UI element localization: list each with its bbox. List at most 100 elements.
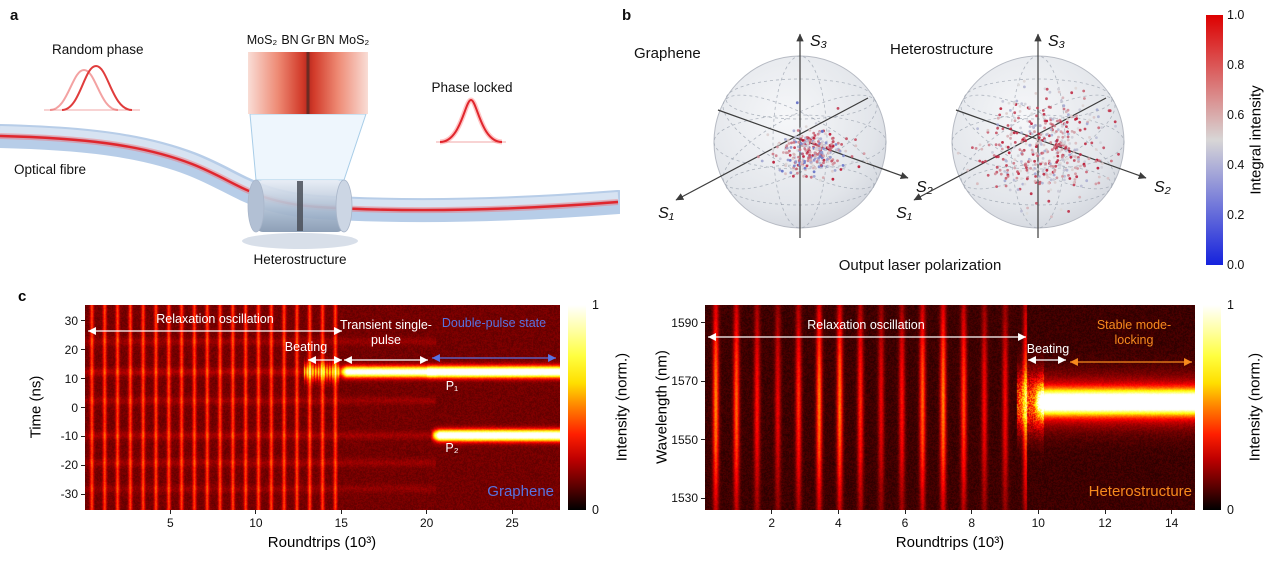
polarization-point xyxy=(1073,131,1076,134)
polarization-point xyxy=(817,156,821,160)
y-tick-label: 10 xyxy=(64,371,78,386)
polarization-point xyxy=(1039,162,1042,166)
polarization-point xyxy=(1061,154,1064,157)
polarization-point xyxy=(1045,173,1049,177)
polarization-point xyxy=(1041,109,1045,112)
tick-mark xyxy=(701,439,705,441)
polarization-point xyxy=(1023,85,1026,89)
polarization-point xyxy=(1073,155,1077,158)
y-tick-label: 1530 xyxy=(671,491,698,506)
polarization-point xyxy=(1035,114,1038,118)
polarization-point xyxy=(814,166,817,170)
polarization-point xyxy=(1041,181,1044,185)
tick-mark xyxy=(904,510,906,514)
polarization-point xyxy=(1015,131,1019,135)
polarization-point xyxy=(1062,169,1066,172)
polarization-point xyxy=(1007,151,1011,155)
panel-c-label: c xyxy=(18,288,27,305)
polarization-point xyxy=(795,167,798,171)
polarization-point xyxy=(1042,112,1046,116)
polarization-point xyxy=(1072,159,1076,162)
polarization-point xyxy=(1055,139,1059,143)
polarization-point xyxy=(1047,105,1051,109)
polarization-point xyxy=(1013,158,1017,161)
polarization-point xyxy=(766,133,770,137)
polarization-point xyxy=(1058,150,1062,153)
polarization-point xyxy=(1097,115,1100,119)
polarization-point xyxy=(836,107,840,110)
polarization-point xyxy=(1100,126,1104,129)
polarization-point xyxy=(808,128,812,132)
polarization-point xyxy=(1048,134,1051,138)
polarization-point xyxy=(1045,97,1048,101)
polarization-point xyxy=(784,138,787,141)
polarization-point xyxy=(995,165,999,169)
polarization-point xyxy=(1078,195,1082,199)
polarization-point xyxy=(1035,138,1039,141)
series-label-heterostructure: Heterostructure xyxy=(1088,483,1192,500)
polarization-point xyxy=(790,141,793,145)
polarization-point xyxy=(804,125,808,128)
polarization-point xyxy=(1022,79,1026,83)
tick-mark xyxy=(81,464,85,466)
polarization-point xyxy=(1013,166,1017,170)
polarization-point xyxy=(784,162,788,166)
polarization-point xyxy=(1107,109,1111,113)
left-ylabel: Time (ns) xyxy=(27,375,45,439)
polarization-point xyxy=(966,168,970,172)
polarization-point xyxy=(1004,176,1008,180)
polarization-point xyxy=(865,160,869,163)
polarization-point xyxy=(1046,175,1049,179)
polarization-point xyxy=(1088,118,1091,122)
collar-cap-right xyxy=(335,179,353,233)
polarization-point xyxy=(1068,177,1072,180)
integral-intensity-colorbar xyxy=(1206,15,1223,265)
polarization-point xyxy=(806,159,810,163)
polarization-point xyxy=(1029,166,1032,170)
polarization-point xyxy=(815,160,819,164)
polarization-point xyxy=(821,140,824,144)
x-tick-label: 2 xyxy=(768,516,776,530)
polarization-point xyxy=(802,144,806,148)
s1-axis-label: S₁ xyxy=(896,205,912,222)
polarization-point xyxy=(811,154,815,157)
polarization-point xyxy=(808,153,811,157)
polarization-point xyxy=(1006,145,1010,149)
polarization-point xyxy=(995,185,998,188)
polarization-point xyxy=(1073,148,1077,152)
polarization-point xyxy=(1085,179,1089,183)
polarization-point xyxy=(1025,166,1028,170)
y-tick-label: -20 xyxy=(60,458,78,473)
polarization-point xyxy=(1020,177,1023,180)
polarization-point xyxy=(1003,170,1007,173)
tick-mark xyxy=(511,510,513,514)
polarization-point xyxy=(830,159,834,163)
polarization-point xyxy=(829,155,832,159)
polarization-point xyxy=(1028,130,1032,133)
polarization-point xyxy=(1018,104,1022,108)
polarization-point xyxy=(1031,168,1035,172)
polarization-point xyxy=(984,159,987,163)
polarization-point xyxy=(1076,167,1079,170)
polarization-point xyxy=(1034,124,1037,127)
polarization-point xyxy=(1064,110,1068,114)
polarization-point xyxy=(1043,87,1047,91)
x-tick-label: 14 xyxy=(1165,516,1179,530)
polarization-point xyxy=(797,140,801,144)
graphene-layer-line xyxy=(306,52,310,114)
polarization-point xyxy=(851,160,854,164)
phase-locked-label: Phase locked xyxy=(431,80,512,95)
polarization-point xyxy=(1079,164,1082,168)
polarization-point xyxy=(1012,161,1016,165)
polarization-point xyxy=(1017,172,1020,175)
polarization-point xyxy=(809,158,812,162)
polarization-point xyxy=(778,168,782,172)
polarization-point xyxy=(1035,167,1039,171)
polarization-point xyxy=(792,174,795,178)
polarization-point xyxy=(772,160,775,164)
polarization-point xyxy=(1056,151,1060,155)
polarization-point xyxy=(812,136,816,140)
polarization-point xyxy=(1006,134,1010,138)
